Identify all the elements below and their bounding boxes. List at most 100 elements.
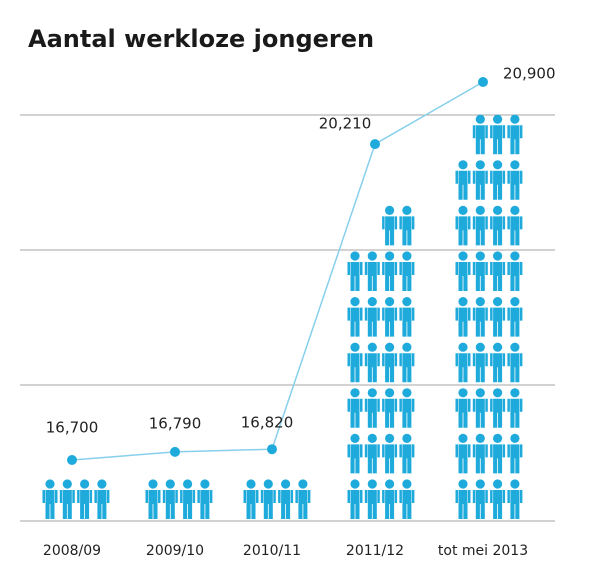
icon-head (475, 114, 485, 124)
icon-head (493, 342, 503, 352)
icon-body (507, 398, 523, 428)
icon-head (510, 433, 520, 443)
icon-body (472, 307, 488, 337)
person-icon (364, 297, 380, 337)
x-tick-label: 2009/10 (146, 543, 204, 559)
icon-body (490, 353, 506, 383)
person-icon (382, 297, 398, 337)
icon-head (510, 205, 520, 215)
icon-body (455, 216, 471, 246)
icon-head (510, 479, 520, 489)
person-icon (472, 388, 488, 428)
icon-head (402, 479, 412, 489)
icon-body (347, 353, 363, 383)
icon-body (490, 125, 506, 155)
icon-head (367, 479, 377, 489)
icon-head (493, 114, 503, 124)
icon-head (385, 342, 395, 352)
person-icon (490, 388, 506, 428)
person-icon (382, 205, 398, 246)
person-icon (490, 205, 506, 246)
icon-body (399, 307, 415, 337)
person-icon (347, 251, 363, 291)
person-icon (399, 433, 415, 474)
value-label: 16,700 (46, 419, 99, 437)
icon-body (507, 490, 523, 519)
icon-body (472, 444, 488, 474)
point (478, 77, 488, 87)
person-icon (364, 388, 380, 428)
icon-body (347, 307, 363, 337)
icon-body (180, 490, 196, 519)
icon-body (507, 444, 523, 474)
icon-body (364, 307, 380, 337)
value-label: 20,900 (503, 65, 556, 83)
person-icon (490, 433, 506, 474)
person-icon (364, 433, 380, 474)
icon-head (458, 388, 468, 398)
person-icon (507, 160, 523, 200)
icon-body (382, 307, 398, 337)
icon-body (197, 490, 213, 519)
icon-body (162, 490, 178, 519)
person-icon (455, 205, 471, 246)
icon-body (490, 490, 506, 519)
value-label: 20,210 (319, 115, 372, 133)
icon-head (350, 342, 360, 352)
icon-head (402, 342, 412, 352)
x-tick-label: 2011/12 (346, 543, 404, 559)
icon-body (347, 444, 363, 474)
icon-head (493, 160, 503, 170)
icon-head (385, 205, 395, 215)
icon-body (364, 353, 380, 383)
point (67, 455, 77, 465)
icon-head (458, 251, 468, 261)
icon-body (42, 490, 58, 519)
icon-body (77, 490, 93, 519)
icon-head (385, 433, 395, 443)
person-icon (59, 479, 75, 519)
icon-body (145, 490, 161, 519)
person-icon (472, 479, 488, 519)
x-tick-label: 2010/11 (243, 543, 301, 559)
person-icon (347, 388, 363, 428)
icon-body (347, 490, 363, 519)
icon-head (350, 388, 360, 398)
icon-head (183, 479, 193, 489)
icon-head (62, 479, 72, 489)
icon-body (472, 262, 488, 291)
icon-body (507, 307, 523, 337)
icon-body (364, 490, 380, 519)
icon-head (200, 479, 210, 489)
icon-body (507, 170, 523, 200)
person-icon (347, 433, 363, 474)
person-icon (94, 479, 110, 519)
icon-head (45, 479, 55, 489)
person-icon (472, 342, 488, 383)
person-icon (382, 433, 398, 474)
person-icon (455, 342, 471, 383)
icon-body (455, 170, 471, 200)
person-icon (399, 388, 415, 428)
person-icon (399, 479, 415, 519)
person-icon (347, 297, 363, 337)
person-icon (455, 433, 471, 474)
icon-head (493, 388, 503, 398)
icon-body (399, 216, 415, 246)
icon-body (507, 216, 523, 246)
person-icon (507, 433, 523, 474)
icon-body (347, 398, 363, 428)
person-icon (180, 479, 196, 519)
icon-head (263, 479, 273, 489)
icon-head (475, 160, 485, 170)
icon-head (458, 297, 468, 307)
icon-head (350, 433, 360, 443)
icon-head (475, 297, 485, 307)
icon-head (510, 160, 520, 170)
icon-head (385, 251, 395, 261)
icon-body (507, 262, 523, 291)
icon-head (385, 479, 395, 489)
icon-body (455, 262, 471, 291)
icon-head (367, 297, 377, 307)
icon-head (385, 388, 395, 398)
